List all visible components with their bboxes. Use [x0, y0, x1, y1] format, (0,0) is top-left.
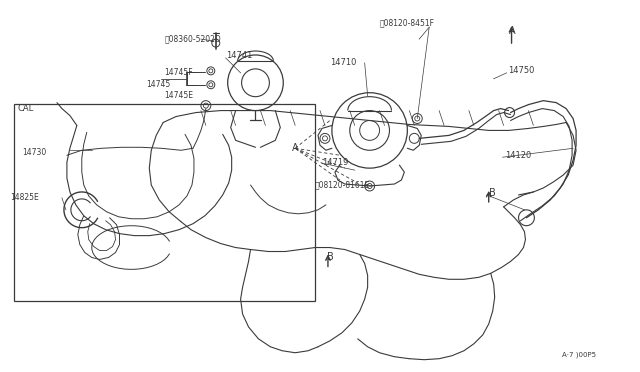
Text: 14750: 14750 — [509, 66, 535, 76]
Text: 14719: 14719 — [322, 158, 348, 167]
Text: 14730: 14730 — [22, 148, 47, 157]
Text: 14825E: 14825E — [10, 193, 39, 202]
Text: B: B — [489, 188, 495, 198]
Text: A: A — [509, 26, 515, 36]
Text: 14745E: 14745E — [164, 91, 193, 100]
Text: 14745: 14745 — [147, 80, 170, 89]
Text: CAL: CAL — [17, 104, 33, 113]
Text: 14741: 14741 — [226, 51, 252, 61]
Text: Ⓝ08360-5202D: Ⓝ08360-5202D — [164, 35, 221, 44]
Text: ⒲08120-8451F: ⒲08120-8451F — [380, 19, 435, 28]
Text: A: A — [292, 143, 298, 153]
Text: 14745F: 14745F — [164, 68, 193, 77]
Text: B: B — [327, 253, 333, 263]
Text: ⒲08120-8161E: ⒲08120-8161E — [315, 180, 371, 189]
Text: A·7 )00P5: A·7 )00P5 — [562, 352, 596, 358]
Bar — [14, 104, 315, 301]
Text: 14120: 14120 — [504, 151, 531, 160]
Text: 14710: 14710 — [330, 58, 356, 67]
